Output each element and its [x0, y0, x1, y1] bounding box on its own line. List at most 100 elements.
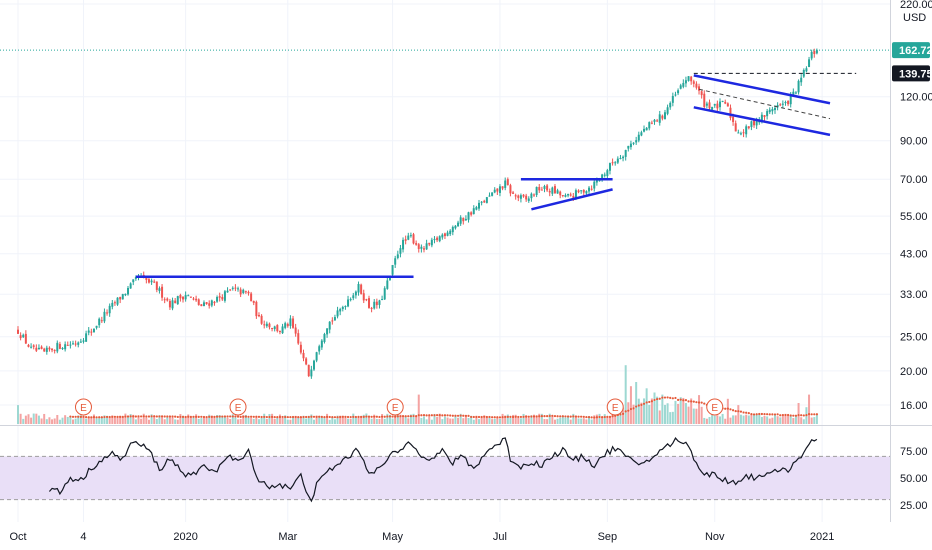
volume-ma-point	[286, 415, 289, 419]
candle-body	[336, 310, 339, 317]
candle-body	[567, 193, 570, 196]
volume-bar	[551, 416, 554, 424]
volume-bar	[567, 416, 570, 424]
volume-bar	[763, 415, 766, 424]
volume-ma-point	[244, 415, 247, 418]
volume-bar	[90, 416, 93, 424]
volume-ma-point	[556, 415, 559, 418]
volume-ma-point	[325, 415, 329, 418]
candle-body	[800, 77, 803, 83]
volume-bar	[656, 396, 659, 424]
volume-ma-point	[682, 399, 685, 402]
candle-body	[504, 180, 507, 188]
volume-bar	[273, 418, 276, 424]
volume-bar	[478, 419, 481, 424]
volume-bar	[687, 406, 690, 424]
volume-bar	[242, 415, 245, 424]
candle-body	[690, 76, 693, 82]
volume-ma-point	[360, 415, 363, 418]
volume-bar	[79, 415, 82, 424]
volume-bar	[595, 414, 598, 424]
candle-body	[464, 218, 467, 221]
volume-bar	[525, 415, 528, 424]
volume-bar	[297, 417, 300, 424]
candle-body	[202, 302, 205, 307]
volume-ma-point	[637, 404, 640, 407]
candle-body	[113, 302, 116, 304]
candle-body	[491, 192, 494, 196]
volume-bar	[454, 415, 457, 424]
candle-body	[210, 300, 213, 306]
volume-bar	[519, 418, 522, 424]
candle-body	[166, 298, 169, 301]
candle-body	[402, 239, 405, 250]
candle-body	[365, 299, 368, 301]
candle-body	[153, 281, 156, 283]
candle-body	[200, 304, 203, 307]
time-tick-label: Mar	[278, 531, 297, 543]
volume-ma-point	[121, 415, 124, 418]
volume-ma-point	[559, 415, 562, 418]
candle-body	[459, 217, 462, 224]
candle-body	[506, 179, 509, 186]
volume-bar	[708, 416, 711, 424]
candle-body	[773, 107, 776, 111]
volume-ma-point	[328, 415, 331, 419]
volume-bar	[574, 416, 577, 424]
candle-body	[472, 208, 475, 215]
volume-ma-point	[745, 411, 748, 414]
volume-ma-point	[726, 407, 729, 410]
candle-body	[307, 364, 310, 377]
volume-ma-point	[404, 415, 407, 418]
volume-bar	[663, 404, 666, 424]
candle-body	[776, 105, 779, 108]
volume-bar	[202, 417, 205, 424]
volume-ma-point	[318, 415, 321, 418]
volume-bar	[216, 414, 219, 424]
volume-bar	[608, 417, 611, 424]
volume-bar	[168, 416, 171, 424]
volume-ma-point	[608, 415, 612, 418]
candle-body	[551, 187, 554, 194]
volume-ma-point	[569, 415, 572, 418]
volume-ma-point	[263, 415, 266, 419]
candle-body	[771, 109, 774, 112]
candle-body	[726, 103, 729, 107]
volume-ma-point	[174, 415, 177, 418]
candle-body	[74, 343, 77, 345]
volume-ma-point	[700, 401, 703, 404]
price-tick-label: 20.00	[900, 366, 928, 378]
volume-bar	[320, 417, 323, 424]
volume-bar	[504, 415, 507, 424]
volume-ma-point	[671, 397, 674, 400]
candle-body	[362, 293, 365, 301]
candle-body	[627, 145, 630, 149]
candle-body	[43, 348, 46, 352]
volume-bar	[569, 419, 572, 424]
trendlines	[135, 72, 857, 278]
candle-body	[718, 101, 721, 108]
volume-bar	[475, 415, 478, 424]
candle-body	[234, 287, 237, 289]
volume-bar	[221, 415, 224, 424]
candle-body	[216, 296, 219, 302]
candle-body	[732, 116, 735, 123]
volume-bar	[234, 417, 237, 424]
candle-body	[553, 186, 556, 194]
volume-bar	[789, 415, 792, 424]
candle-body	[420, 246, 423, 249]
volume-bar	[268, 414, 271, 424]
candle-body	[373, 301, 376, 309]
volume-ma-point	[776, 413, 779, 416]
earnings-marker	[74, 398, 92, 416]
volume-bar	[724, 418, 727, 424]
volume-ma-point	[624, 410, 627, 413]
volume-bar	[624, 365, 627, 424]
volume-bar	[56, 415, 59, 424]
volume-bar	[24, 415, 27, 424]
volume-ma-point	[587, 415, 591, 419]
volume-bar	[53, 418, 56, 424]
candle-body	[745, 126, 748, 135]
volume-ma-point	[69, 415, 72, 418]
